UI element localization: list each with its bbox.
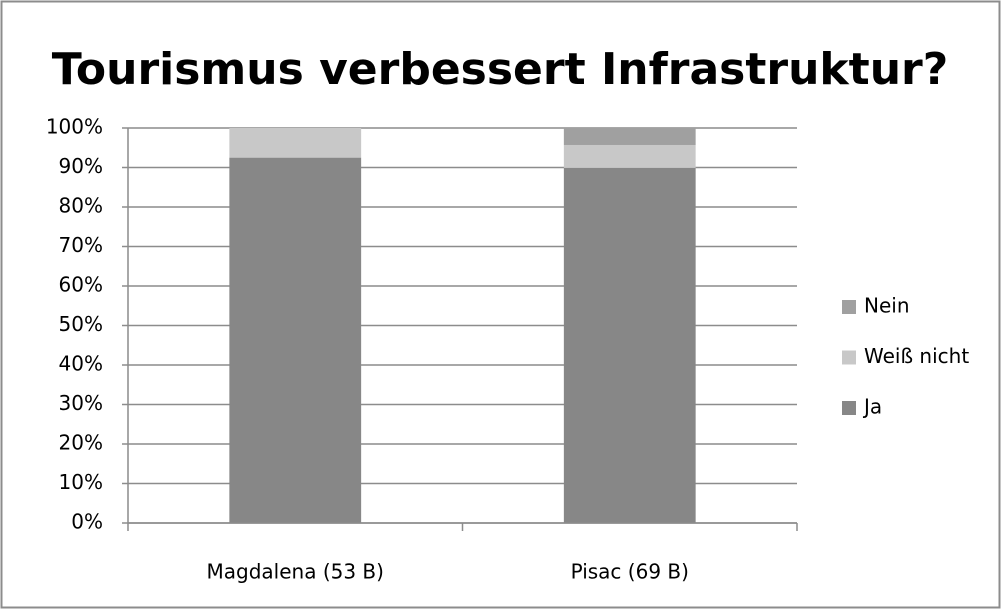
chart-title: Tourismus verbessert Infrastruktur? xyxy=(52,44,949,95)
y-tick-label: 30% xyxy=(59,391,103,415)
legend-label: Ja xyxy=(862,395,882,419)
y-tick-label: 60% xyxy=(59,273,103,297)
bar-segment xyxy=(563,167,696,523)
bar-segment xyxy=(229,157,362,523)
x-tick-label: Magdalena (53 B) xyxy=(207,560,384,584)
x-tick-label: Pisac (69 B) xyxy=(571,560,689,584)
y-tick-label: 50% xyxy=(59,312,103,336)
legend-label: Weiß nicht xyxy=(864,344,969,368)
y-tick-label: 0% xyxy=(71,510,103,534)
bar-segment xyxy=(563,128,696,145)
y-tick-label: 70% xyxy=(59,233,103,257)
legend-swatch xyxy=(842,350,856,365)
bar-segment xyxy=(563,144,696,168)
legend-label: Nein xyxy=(864,294,910,318)
bar-segment xyxy=(229,128,362,158)
y-tick-label: 40% xyxy=(59,352,103,376)
y-tick-label: 20% xyxy=(59,431,103,455)
legend-swatch xyxy=(842,300,856,314)
y-tick-label: 80% xyxy=(59,194,103,218)
legend-swatch xyxy=(842,401,856,415)
y-tick-label: 90% xyxy=(59,154,103,178)
y-tick-label: 100% xyxy=(46,115,103,139)
y-tick-label: 10% xyxy=(59,470,103,494)
